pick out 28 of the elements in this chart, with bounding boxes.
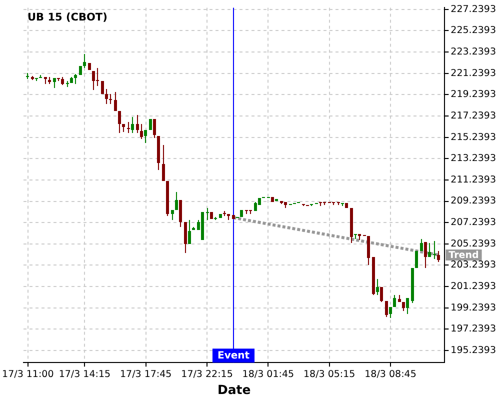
x-tick-label: 18/3 08:45 — [364, 368, 416, 380]
y-tick-label: 217.2393 — [450, 110, 496, 122]
y-tick-label: 223.2393 — [450, 46, 496, 58]
y-tick-label: 203.2393 — [450, 260, 496, 271]
y-tick-label: 195.2393 — [450, 344, 496, 356]
y-tick-label: 215.2393 — [450, 132, 496, 143]
chart-title: UB 15 (CBOT) — [28, 12, 108, 24]
y-tick-label: 199.2393 — [450, 302, 496, 314]
y-tick-label: 197.2393 — [450, 324, 496, 335]
annotation: Event — [217, 350, 250, 362]
y-tick-label: 209.2393 — [450, 196, 496, 207]
y-tick-label: 225.2393 — [450, 25, 496, 36]
x-tick-label: 17/3 11:00 — [2, 368, 54, 380]
y-tick-label: 205.2393 — [450, 238, 496, 250]
y-tick-label: 207.2393 — [450, 217, 496, 228]
y-tick-label: 201.2393 — [450, 280, 496, 292]
x-axis-title: Date — [217, 382, 251, 397]
y-tick-label: 227.2393 — [450, 4, 496, 15]
y-tick-label: 213.2393 — [450, 153, 496, 164]
x-tick-label: 18/3 01:45 — [242, 368, 294, 380]
x-tick-label: 17/3 17:45 — [120, 368, 172, 380]
x-tick-label: 18/3 05:15 — [303, 368, 356, 380]
x-tick-label: 17/3 22:15 — [181, 368, 233, 380]
x-tick-label: 17/3 14:15 — [58, 368, 111, 380]
y-tick-label: 211.2393 — [450, 174, 496, 186]
series-label: Trend — [448, 250, 479, 261]
y-tick-label: 221.2393 — [450, 68, 496, 79]
y-tick-label: 219.2393 — [450, 89, 496, 100]
